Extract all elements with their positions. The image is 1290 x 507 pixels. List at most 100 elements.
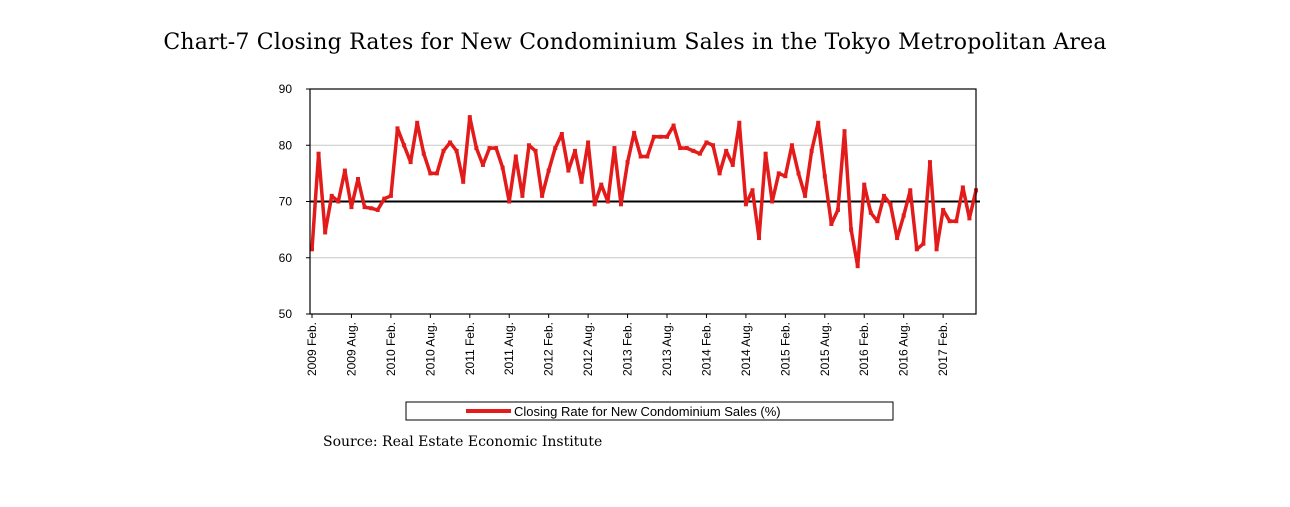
data-point — [835, 207, 840, 212]
data-point — [382, 196, 387, 201]
data-point — [927, 160, 932, 165]
x-tick-label: 2012 Feb. — [542, 322, 556, 376]
data-point — [658, 134, 663, 139]
data-point — [934, 247, 939, 252]
y-tick-label-80: 80 — [279, 138, 293, 152]
y-tick-label-60: 60 — [279, 251, 293, 265]
data-point — [480, 162, 485, 167]
data-point — [474, 146, 479, 151]
series-line — [310, 115, 978, 268]
data-point — [651, 134, 656, 139]
data-point — [803, 193, 808, 198]
data-point — [316, 151, 321, 156]
data-point — [862, 182, 867, 187]
data-point — [592, 202, 597, 207]
data-point — [402, 143, 407, 148]
x-tick-label: 2012 Aug. — [581, 322, 595, 376]
x-tick-label: 2011 Feb. — [463, 322, 477, 375]
data-point — [638, 154, 643, 159]
x-tick-label: 2015 Feb. — [778, 322, 792, 376]
data-point — [599, 182, 604, 187]
data-point — [783, 174, 788, 179]
data-point — [750, 188, 755, 193]
data-point — [829, 222, 834, 226]
data-point — [822, 174, 827, 179]
data-point — [665, 134, 670, 139]
data-point — [441, 148, 446, 153]
data-point — [704, 140, 709, 145]
x-tick-label: 2014 Feb. — [699, 322, 713, 376]
data-point — [967, 216, 972, 221]
y-tick-label-50: 50 — [279, 307, 293, 321]
data-point — [566, 168, 571, 173]
data-point — [941, 207, 946, 212]
data-point — [342, 168, 347, 173]
data-point — [960, 185, 965, 190]
data-point — [855, 264, 860, 269]
chart-title: Chart-7 Closing Rates for New Condominiu… — [163, 30, 1107, 55]
data-point — [310, 247, 314, 252]
data-point — [697, 151, 702, 156]
legend: Closing Rate for New Condominium Sales (… — [405, 401, 894, 421]
data-point — [487, 146, 492, 151]
data-point — [408, 160, 413, 165]
data-point — [349, 205, 354, 210]
data-point — [618, 202, 623, 207]
x-tick-label: 2016 Aug. — [897, 322, 911, 376]
data-point — [526, 143, 531, 148]
data-point — [888, 202, 893, 207]
data-point — [678, 146, 683, 151]
data-point — [770, 199, 775, 204]
x-tick-label: 2009 Aug. — [344, 322, 358, 376]
data-point — [507, 199, 512, 204]
data-point — [454, 148, 459, 153]
data-point — [737, 120, 742, 125]
y-tick-label-70: 70 — [279, 195, 293, 209]
legend-box — [405, 401, 894, 421]
data-point — [947, 219, 952, 224]
data-point — [625, 160, 630, 165]
x-tick-label: 2016 Feb. — [857, 322, 871, 376]
data-point — [605, 199, 610, 204]
data-point — [757, 236, 762, 241]
data-point — [816, 120, 821, 125]
data-point — [513, 154, 518, 159]
data-point — [375, 207, 380, 212]
data-point — [572, 148, 577, 153]
data-point — [323, 230, 328, 235]
data-point — [921, 241, 926, 246]
y-tick-label-90: 90 — [279, 82, 293, 96]
x-tick-label: 2009 Feb. — [305, 322, 319, 376]
data-point — [586, 140, 591, 145]
data-point — [632, 130, 637, 135]
x-tick-label: 2015 Aug. — [818, 322, 832, 376]
data-point — [494, 146, 499, 151]
data-point — [717, 171, 722, 176]
x-tick-label: 2013 Feb. — [621, 322, 635, 376]
data-point — [789, 143, 794, 148]
data-point — [901, 213, 906, 218]
plot-frame — [309, 88, 977, 315]
x-tick-label: 2010 Aug. — [423, 322, 437, 376]
data-point — [711, 143, 716, 148]
data-point — [448, 140, 453, 145]
x-tick-label: 2017 Feb. — [936, 322, 950, 376]
data-point — [612, 146, 617, 151]
data-point — [329, 193, 334, 198]
y-axis-ticks: 50 60 70 80 90 — [279, 82, 310, 321]
data-point — [671, 123, 676, 128]
data-point — [428, 171, 433, 176]
data-point — [336, 199, 341, 204]
data-point — [395, 126, 400, 131]
data-point — [461, 179, 466, 184]
data-point — [520, 193, 525, 198]
data-point — [954, 219, 959, 224]
data-point — [868, 210, 873, 215]
data-point — [553, 146, 558, 151]
data-point — [691, 148, 696, 153]
legend-label: Closing Rate for New Condominium Sales (… — [514, 404, 781, 419]
data-point — [434, 171, 439, 176]
x-axis-ticks: 2009 Feb. 2009 Aug. 2010 Feb. 2010 Aug. 2011… — [305, 314, 950, 376]
data-point — [730, 162, 735, 167]
